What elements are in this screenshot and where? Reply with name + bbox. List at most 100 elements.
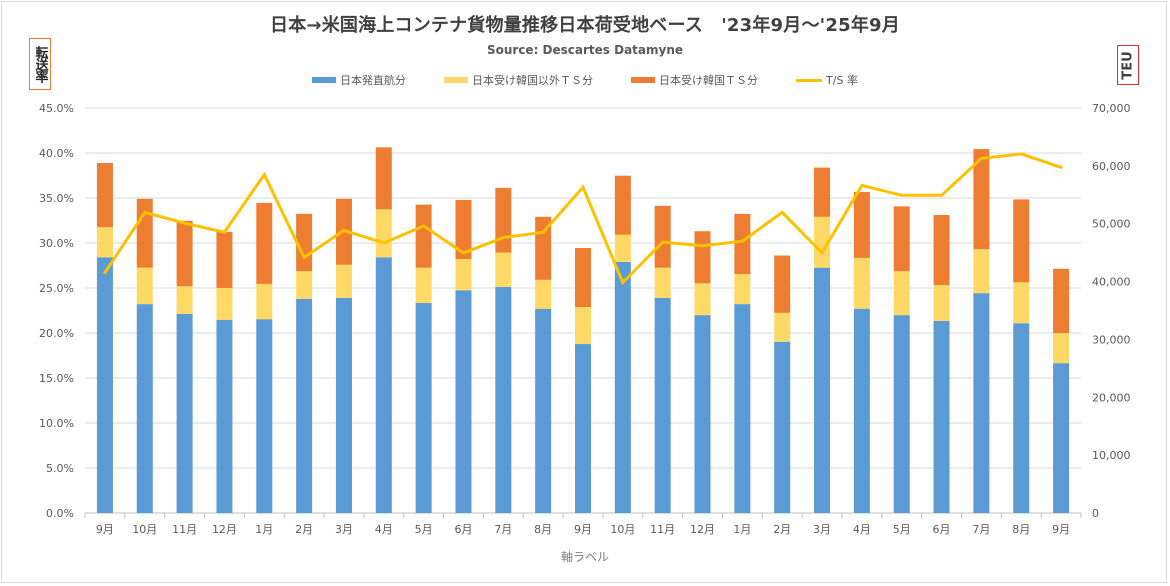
x-tick-label: 4月	[853, 523, 871, 536]
x-tick-label: 11月	[650, 523, 675, 536]
legend-item-ts-korea: 日本受け韓国ＴＳ分	[631, 72, 758, 88]
bar-segment-ts-other	[774, 312, 791, 342]
y-left-tick-label: 40.0%	[39, 147, 74, 160]
bar-segment-direct	[415, 302, 432, 513]
bar-segment-ts-other	[694, 283, 711, 316]
ts-rate-point	[621, 281, 625, 285]
x-tick-label: 5月	[415, 523, 433, 536]
bar-segment-ts-other	[933, 285, 950, 321]
bar-segment-ts-other	[973, 249, 990, 294]
ts-rate-point	[820, 251, 824, 255]
bar-segment-ts-korea	[176, 220, 193, 287]
bar-segment-ts-korea	[415, 204, 432, 268]
legend-item-ts-rate: T/S 率	[796, 72, 858, 88]
legend-label-ts-rate: T/S 率	[826, 74, 858, 87]
ts-rate-point	[860, 183, 864, 187]
bar-segment-direct	[136, 304, 153, 513]
bar-segment-direct	[973, 293, 990, 513]
bar-segment-ts-other	[256, 283, 273, 320]
ts-rate-point	[581, 185, 585, 189]
x-tick-label: 11月	[172, 523, 197, 536]
bar-segment-ts-korea	[853, 191, 870, 258]
bar-segment-ts-korea	[654, 205, 671, 268]
bar-segment-ts-korea	[1013, 199, 1030, 283]
bar-segment-direct	[256, 319, 273, 513]
y-left-tick-label: 35.0%	[39, 192, 74, 205]
ts-rate-point	[143, 210, 147, 214]
bar-segment-ts-korea	[136, 198, 153, 268]
bar-segment-ts-korea	[774, 255, 791, 313]
ts-rate-point	[461, 251, 465, 255]
ts-rate-point	[103, 271, 107, 275]
bar-segment-ts-korea	[216, 231, 233, 288]
bar-segment-ts-korea	[933, 215, 950, 286]
ts-rate-point	[940, 193, 944, 197]
bar-segment-ts-korea	[495, 187, 512, 253]
bar-segment-direct	[933, 320, 950, 513]
ts-rate-point	[183, 221, 187, 225]
y-left-tick-label: 0.0%	[46, 507, 74, 520]
bar-segment-direct	[535, 308, 552, 513]
y-right-tick-label: 0	[1092, 507, 1099, 520]
ts-rate-point	[661, 240, 665, 244]
bar-segment-ts-other	[654, 267, 671, 298]
legend-swatch-ts-other	[444, 77, 469, 83]
bar-segment-direct	[774, 341, 791, 513]
legend-label-ts-other: 日本受け韓国以外ＴＳ分	[472, 74, 594, 87]
bar-segment-ts-other	[335, 264, 352, 298]
x-tick-label: 1月	[255, 523, 273, 536]
bar-segment-direct	[455, 290, 472, 513]
y-right-tick-label: 40,000	[1092, 276, 1131, 289]
ts-rate-point	[780, 210, 784, 214]
ts-rate-point	[501, 236, 505, 240]
bar-segment-ts-other	[136, 267, 153, 305]
y-left-tick-label: 15.0%	[39, 372, 74, 385]
legend-swatch-ts-rate	[796, 78, 823, 82]
bar-segment-ts-korea	[694, 231, 711, 284]
x-tick-label: 10月	[610, 523, 635, 536]
bar-segment-ts-korea	[96, 162, 113, 228]
ts-rate-point	[979, 156, 983, 160]
bar-segment-direct	[335, 297, 352, 513]
bar-segment-ts-korea	[1053, 268, 1070, 334]
bar-segment-ts-other	[495, 252, 512, 287]
bar-segment-ts-other	[1053, 333, 1070, 364]
bar-segment-direct	[495, 286, 512, 513]
chart-subtitle: Source: Descartes Datamyne	[486, 43, 684, 57]
bar-segment-direct	[694, 315, 711, 513]
x-tick-label: 7月	[494, 523, 512, 536]
x-tick-label: 10月	[132, 523, 157, 536]
legend-item-ts-other: 日本受け韓国以外ＴＳ分	[444, 72, 593, 88]
bar-segment-direct	[575, 344, 591, 513]
bar-segment-ts-other	[853, 257, 870, 309]
bar-segment-ts-other	[814, 216, 831, 268]
bar-segment-ts-korea	[575, 248, 591, 308]
chart-title: 日本→米国海上コンテナ貨物量推移日本荷受地ベース '23年9月～'25年9月	[270, 15, 900, 36]
bar-segment-ts-korea	[893, 206, 910, 272]
x-tick-label: 2月	[773, 523, 791, 536]
x-tick-label: 1月	[733, 523, 751, 536]
ts-rate-point	[541, 230, 545, 234]
bar-segment-direct	[216, 319, 233, 513]
bar-segment-direct	[814, 267, 831, 513]
bar-segment-ts-other	[1013, 282, 1030, 324]
bar-segment-ts-other	[375, 209, 392, 258]
x-tick-label: 12月	[690, 523, 715, 536]
y-left-tick-label: 20.0%	[39, 327, 74, 340]
legend-swatch-direct	[312, 77, 337, 83]
bar-segment-direct	[96, 257, 113, 513]
y-right-tick-label: 60,000	[1092, 160, 1131, 173]
bar-segment-ts-korea	[256, 202, 273, 284]
legend-label-direct: 日本発直航分	[340, 74, 407, 87]
bar-segment-ts-other	[535, 279, 552, 309]
bar-segment-ts-other	[415, 267, 432, 303]
x-tick-label: 9月	[1052, 523, 1070, 536]
bar-segment-ts-korea	[814, 167, 831, 217]
y-left-tick-label: 5.0%	[46, 462, 74, 475]
ts-rate-point	[422, 224, 426, 228]
x-tick-label: 5月	[893, 523, 911, 536]
bar-segment-ts-korea	[455, 199, 472, 260]
bar-segment-direct	[893, 315, 910, 513]
